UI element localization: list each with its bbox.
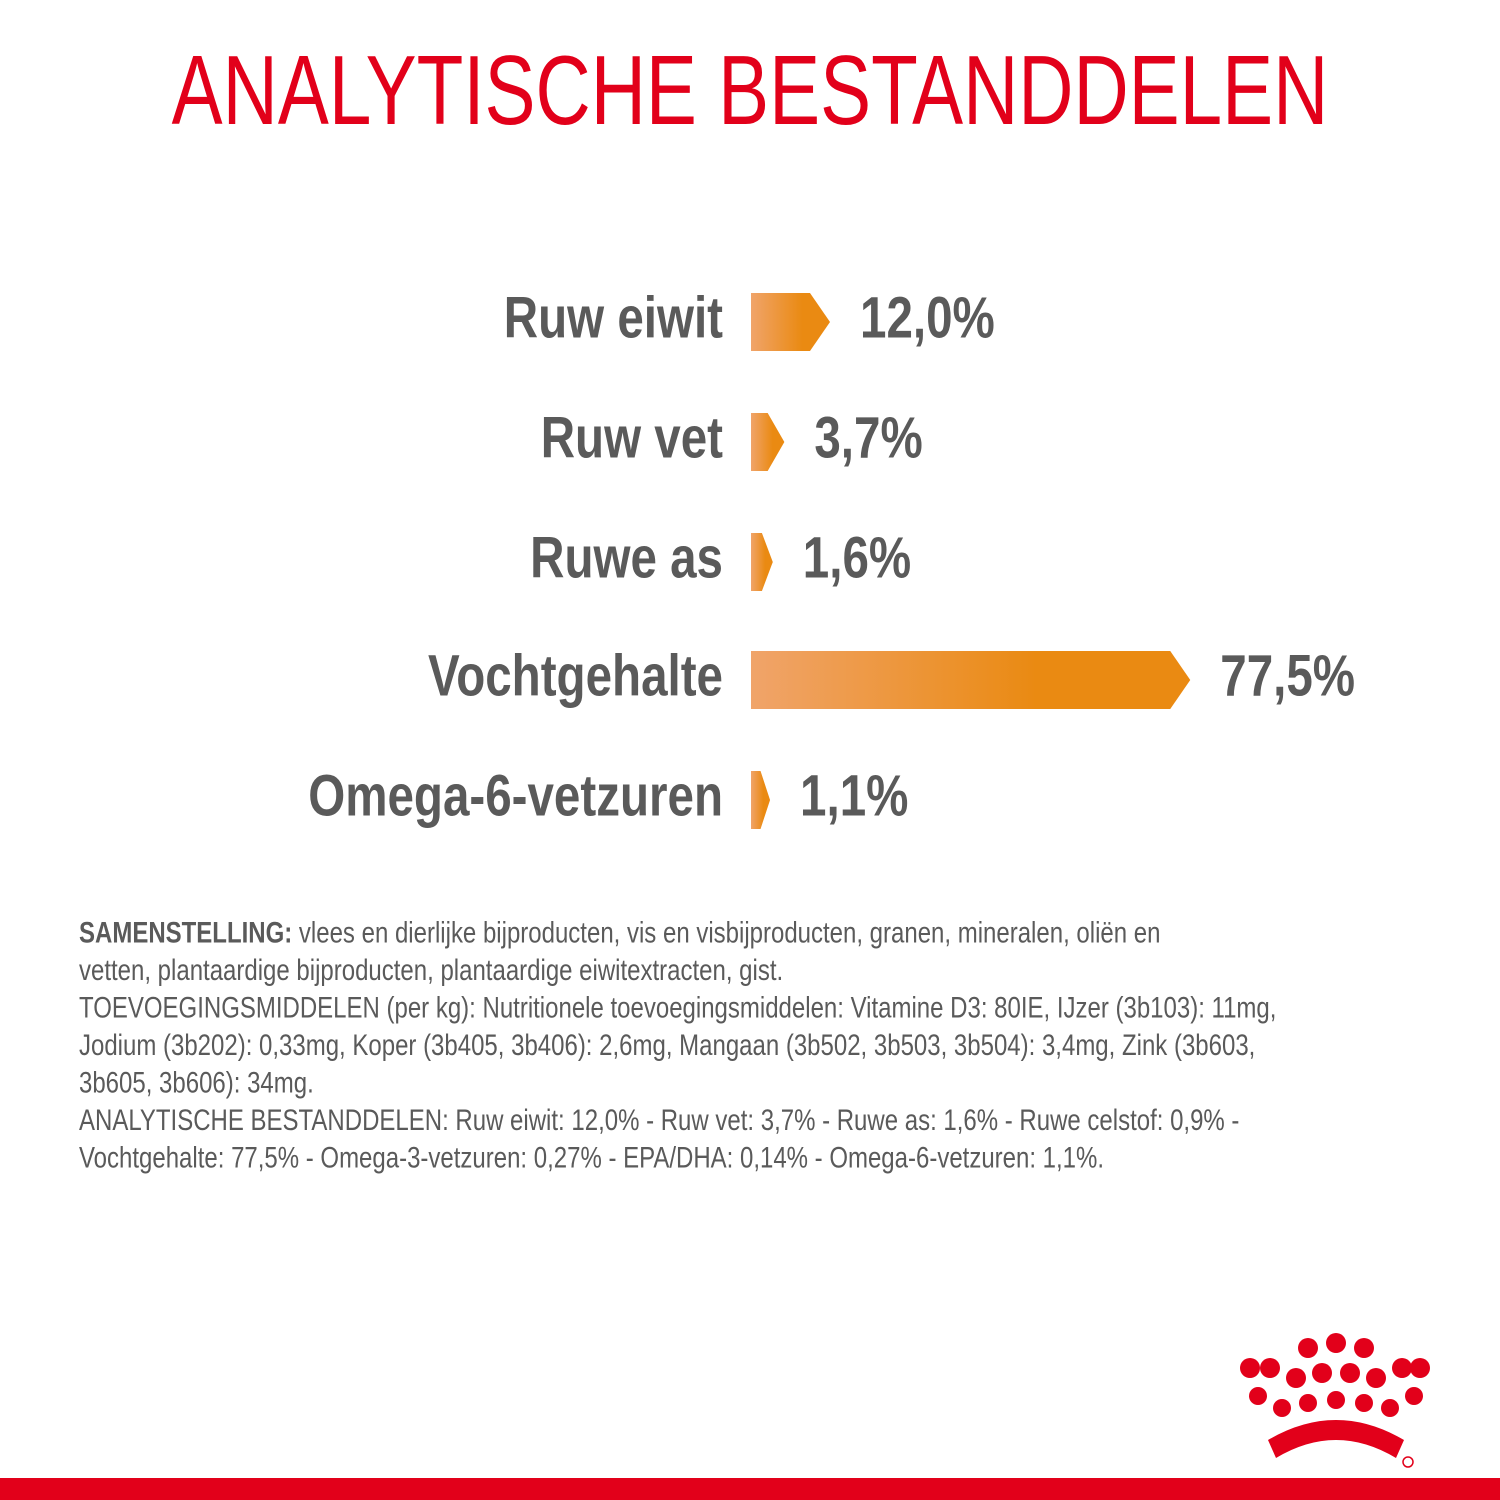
composition-line: Jodium (3b202): 0,33mg, Koper (3b405, 3b… <box>79 1028 1255 1062</box>
bar <box>751 771 771 829</box>
category-label: Vochtgehalte <box>428 644 723 709</box>
composition-text: Jodium (3b202): 0,33mg, Koper (3b405, 3b… <box>79 1028 1255 1062</box>
composition-text: TOEVOEGINGSMIDDELEN (per kg): Nutritione… <box>79 990 1276 1024</box>
composition-text: Vochtgehalte: 77,5% - Omega-3-vetzuren: … <box>79 1140 1104 1174</box>
chart-title: ANALYTISCHE BESTANDDELEN <box>172 35 1329 145</box>
footer-strip <box>0 1478 1500 1500</box>
value-label: 3,7% <box>814 406 922 471</box>
composition-line: Vochtgehalte: 77,5% - Omega-3-vetzuren: … <box>79 1140 1104 1174</box>
composition-line: ANALYTISCHE BESTANDDELEN: Ruw eiwit: 12,… <box>79 1103 1239 1137</box>
composition-line: SAMENSTELLING: vlees en dierlijke bijpro… <box>79 915 1160 949</box>
value-label: 1,6% <box>803 526 911 591</box>
bar <box>751 533 773 591</box>
value-label: 77,5% <box>1220 644 1355 709</box>
composition-label: SAMENSTELLING: <box>79 915 292 949</box>
category-label: Ruwe as <box>530 526 723 591</box>
category-label: Omega-6-vetzuren <box>308 764 723 829</box>
category-label: Ruw eiwit <box>504 286 723 351</box>
value-label: 12,0% <box>860 286 995 351</box>
composition-text: vlees en dierlijke bijproducten, vis en … <box>292 915 1160 949</box>
composition-line: 3b605, 3b606): 34mg. <box>79 1065 314 1099</box>
composition-text: 3b605, 3b606): 34mg. <box>79 1065 314 1099</box>
bar <box>751 413 785 471</box>
composition-line: TOEVOEGINGSMIDDELEN (per kg): Nutritione… <box>79 990 1276 1024</box>
bar <box>751 651 1191 709</box>
bar <box>751 293 830 351</box>
composition-text: vetten, plantaardige bijproducten, plant… <box>79 953 783 987</box>
composition-text: ANALYTISCHE BESTANDDELEN: Ruw eiwit: 12,… <box>79 1103 1239 1137</box>
category-label: Ruw vet <box>541 406 723 471</box>
logo <box>1240 1333 1430 1468</box>
value-label: 1,1% <box>800 764 908 829</box>
composition-line: vetten, plantaardige bijproducten, plant… <box>79 953 783 987</box>
